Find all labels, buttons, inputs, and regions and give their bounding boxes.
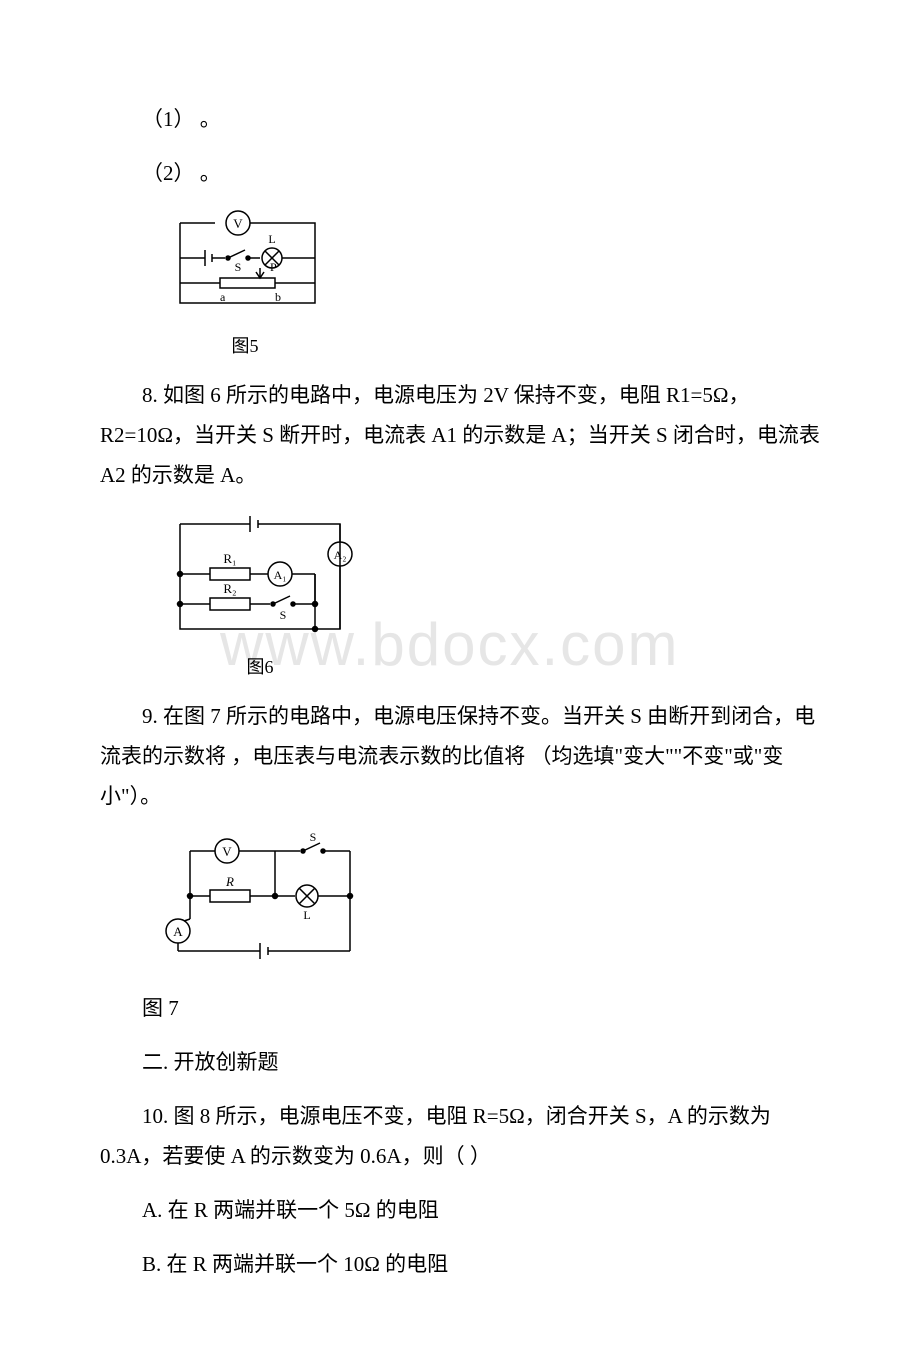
switch-s-label: S <box>310 831 317 844</box>
ammeter-a2-label: A₂ <box>334 548 347 562</box>
switch-s-label: S <box>280 608 287 622</box>
option-a: A. 在 R 两端并联一个 5Ω 的电阻 <box>100 1191 820 1231</box>
figure-7: V S R <box>160 831 820 971</box>
circuit-diagram-6-icon: A₂ R₁ A₁ <box>160 509 360 649</box>
sub-item-2: （2） 。 <box>100 154 820 194</box>
figure-7-caption: 图 7 <box>100 989 820 1029</box>
lamp-label: L <box>268 232 275 246</box>
lamp-l-label: L <box>303 908 310 922</box>
sub-item-1: （1） 。 <box>100 100 820 140</box>
section-2-heading: 二. 开放创新题 <box>100 1043 820 1083</box>
voltmeter-label: V <box>233 216 243 231</box>
resistor-r1-label: R₁ <box>223 551 236 566</box>
voltmeter-label: V <box>222 844 232 859</box>
slider-label: P <box>270 260 277 274</box>
switch-label: S <box>235 260 242 274</box>
question-10: 10. 图 8 所示，电源电压不变，电阻 R=5Ω，闭合开关 S，A 的示数为 … <box>100 1097 820 1177</box>
figure-5: V S <box>160 208 820 358</box>
ammeter-a1-label: A₁ <box>274 568 287 582</box>
option-b: B. 在 R 两端并联一个 10Ω 的电阻 <box>100 1245 820 1285</box>
terminal-b-label: b <box>275 290 281 304</box>
figure-6: A₂ R₁ A₁ <box>160 509 820 679</box>
resistor-r2-label: R₂ <box>223 581 236 596</box>
terminal-a-label: a <box>220 290 226 304</box>
question-8: 8. 如图 6 所示的电路中，电源电压为 2V 保持不变，电阻 R1=5Ω，R2… <box>100 376 820 496</box>
figure-5-caption: 图5 <box>160 332 330 358</box>
circuit-diagram-5-icon: V S <box>160 208 330 328</box>
ammeter-a-label: A <box>173 924 183 939</box>
question-9: 9. 在图 7 所示的电路中，电源电压保持不变。当开关 S 由断开到闭合，电流表… <box>100 697 820 817</box>
circuit-diagram-7-icon: V S R <box>160 831 370 971</box>
resistor-r-label: R <box>225 874 234 889</box>
figure-6-caption: 图6 <box>160 653 360 679</box>
